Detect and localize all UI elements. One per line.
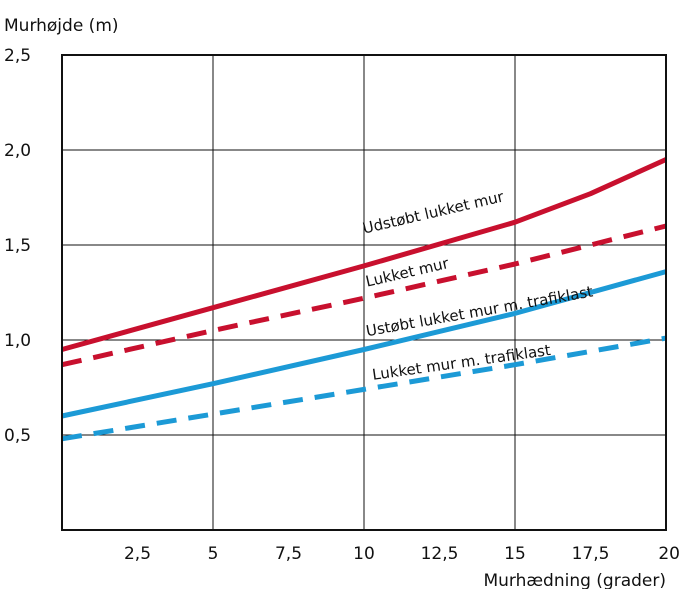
x-tick-label: 7,5 <box>275 544 302 564</box>
series-label: Ustøbt lukket mur m. trafiklast <box>365 282 595 340</box>
x-tick-label: 2,5 <box>124 544 151 564</box>
y-tick-label: 2,0 <box>4 141 31 161</box>
x-tick-label: 5 <box>208 544 219 564</box>
x-tick-label: 10 <box>353 544 375 564</box>
y-axis-title: Murhøjde (m) <box>4 16 119 36</box>
y-tick-label: 2,5 <box>4 46 31 66</box>
y-tick-label: 1,0 <box>4 331 31 351</box>
y-tick-label: 0,5 <box>4 426 31 446</box>
x-tick-label: 17,5 <box>572 544 610 564</box>
series-label: Lukket mur m. trafiklast <box>371 341 552 384</box>
axis-ticks: 0,5 1,0 1,5 2,0 2,5 2,5 5 7,5 10 12,5 15 17,5 20 <box>4 46 680 564</box>
x-axis-title: Murhædning (grader) <box>483 571 666 589</box>
series-label: Lukket mur <box>364 254 451 291</box>
x-tick-label: 15 <box>504 544 526 564</box>
y-tick-label: 1,5 <box>4 236 31 256</box>
x-tick-label: 12,5 <box>421 544 459 564</box>
x-tick-label: 20 <box>658 544 680 564</box>
